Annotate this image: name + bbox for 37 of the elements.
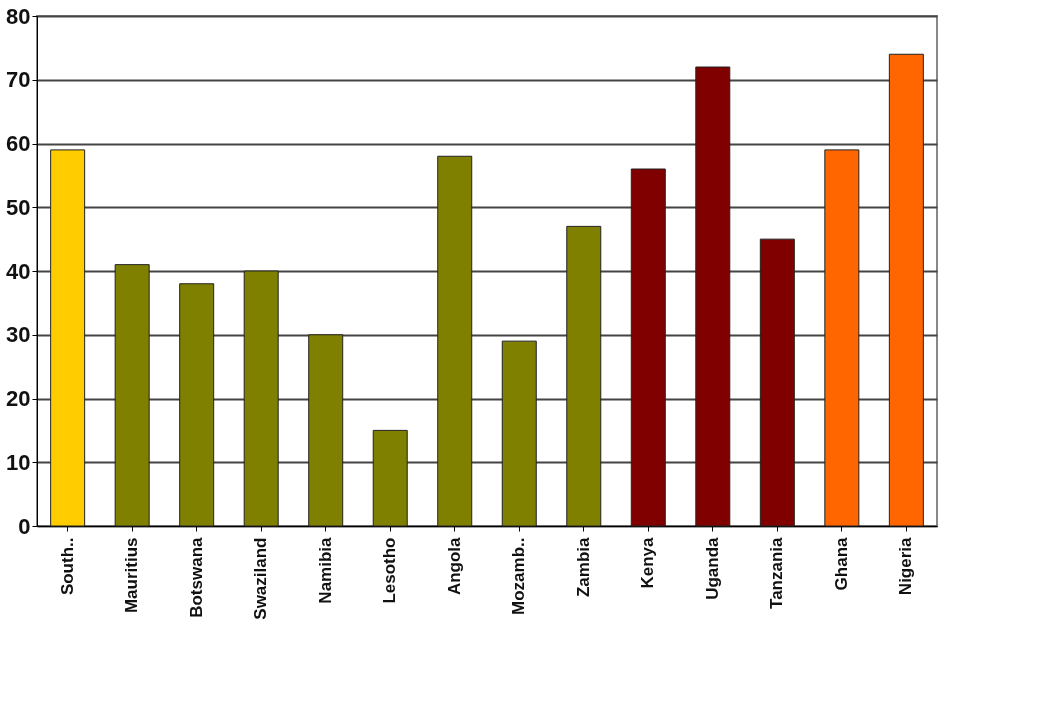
- x-tick-label: Nigeria: [896, 536, 916, 596]
- x-tick-label: Angola: [444, 536, 464, 596]
- y-tick-label: 0: [18, 513, 31, 539]
- x-tick-label: South..: [57, 537, 77, 596]
- x-tick-label: Mozamb..: [509, 537, 529, 615]
- bar: [372, 429, 408, 527]
- bar: [50, 149, 86, 527]
- bar: [308, 334, 344, 527]
- x-tick-label: Botswana: [186, 536, 206, 618]
- x-tick-label: Kenya: [638, 536, 658, 589]
- bar: [630, 168, 666, 527]
- y-tick-label: 40: [6, 258, 31, 284]
- bar: [695, 66, 731, 527]
- bar: [243, 270, 279, 527]
- x-tick-label: Swaziland: [251, 537, 271, 620]
- bar: [824, 149, 860, 527]
- y-tick-label: 60: [6, 131, 31, 156]
- y-tick-label: 20: [6, 386, 31, 411]
- y-tick-label: 80: [6, 3, 31, 29]
- y-tick-label: 10: [6, 449, 31, 475]
- bar: [437, 155, 473, 527]
- x-tick-label: Ghana: [831, 536, 851, 591]
- x-tick-label: Mauritius: [122, 537, 142, 614]
- bar: [566, 225, 602, 527]
- x-tick-label: Uganda: [702, 536, 722, 600]
- bar: [888, 53, 924, 527]
- bar: [114, 264, 150, 527]
- y-tick-label: 30: [6, 322, 31, 348]
- x-tick-label: Zambia: [573, 536, 593, 598]
- y-tick-label: 70: [6, 67, 31, 93]
- x-tick-label: Tanzania: [767, 536, 787, 609]
- bar: [501, 340, 537, 527]
- x-tick-label: Namibia: [315, 536, 335, 604]
- y-tick-label: 50: [6, 194, 31, 220]
- bar: [179, 283, 215, 527]
- bar: [759, 238, 795, 527]
- x-tick-label: Lesotho: [380, 537, 400, 604]
